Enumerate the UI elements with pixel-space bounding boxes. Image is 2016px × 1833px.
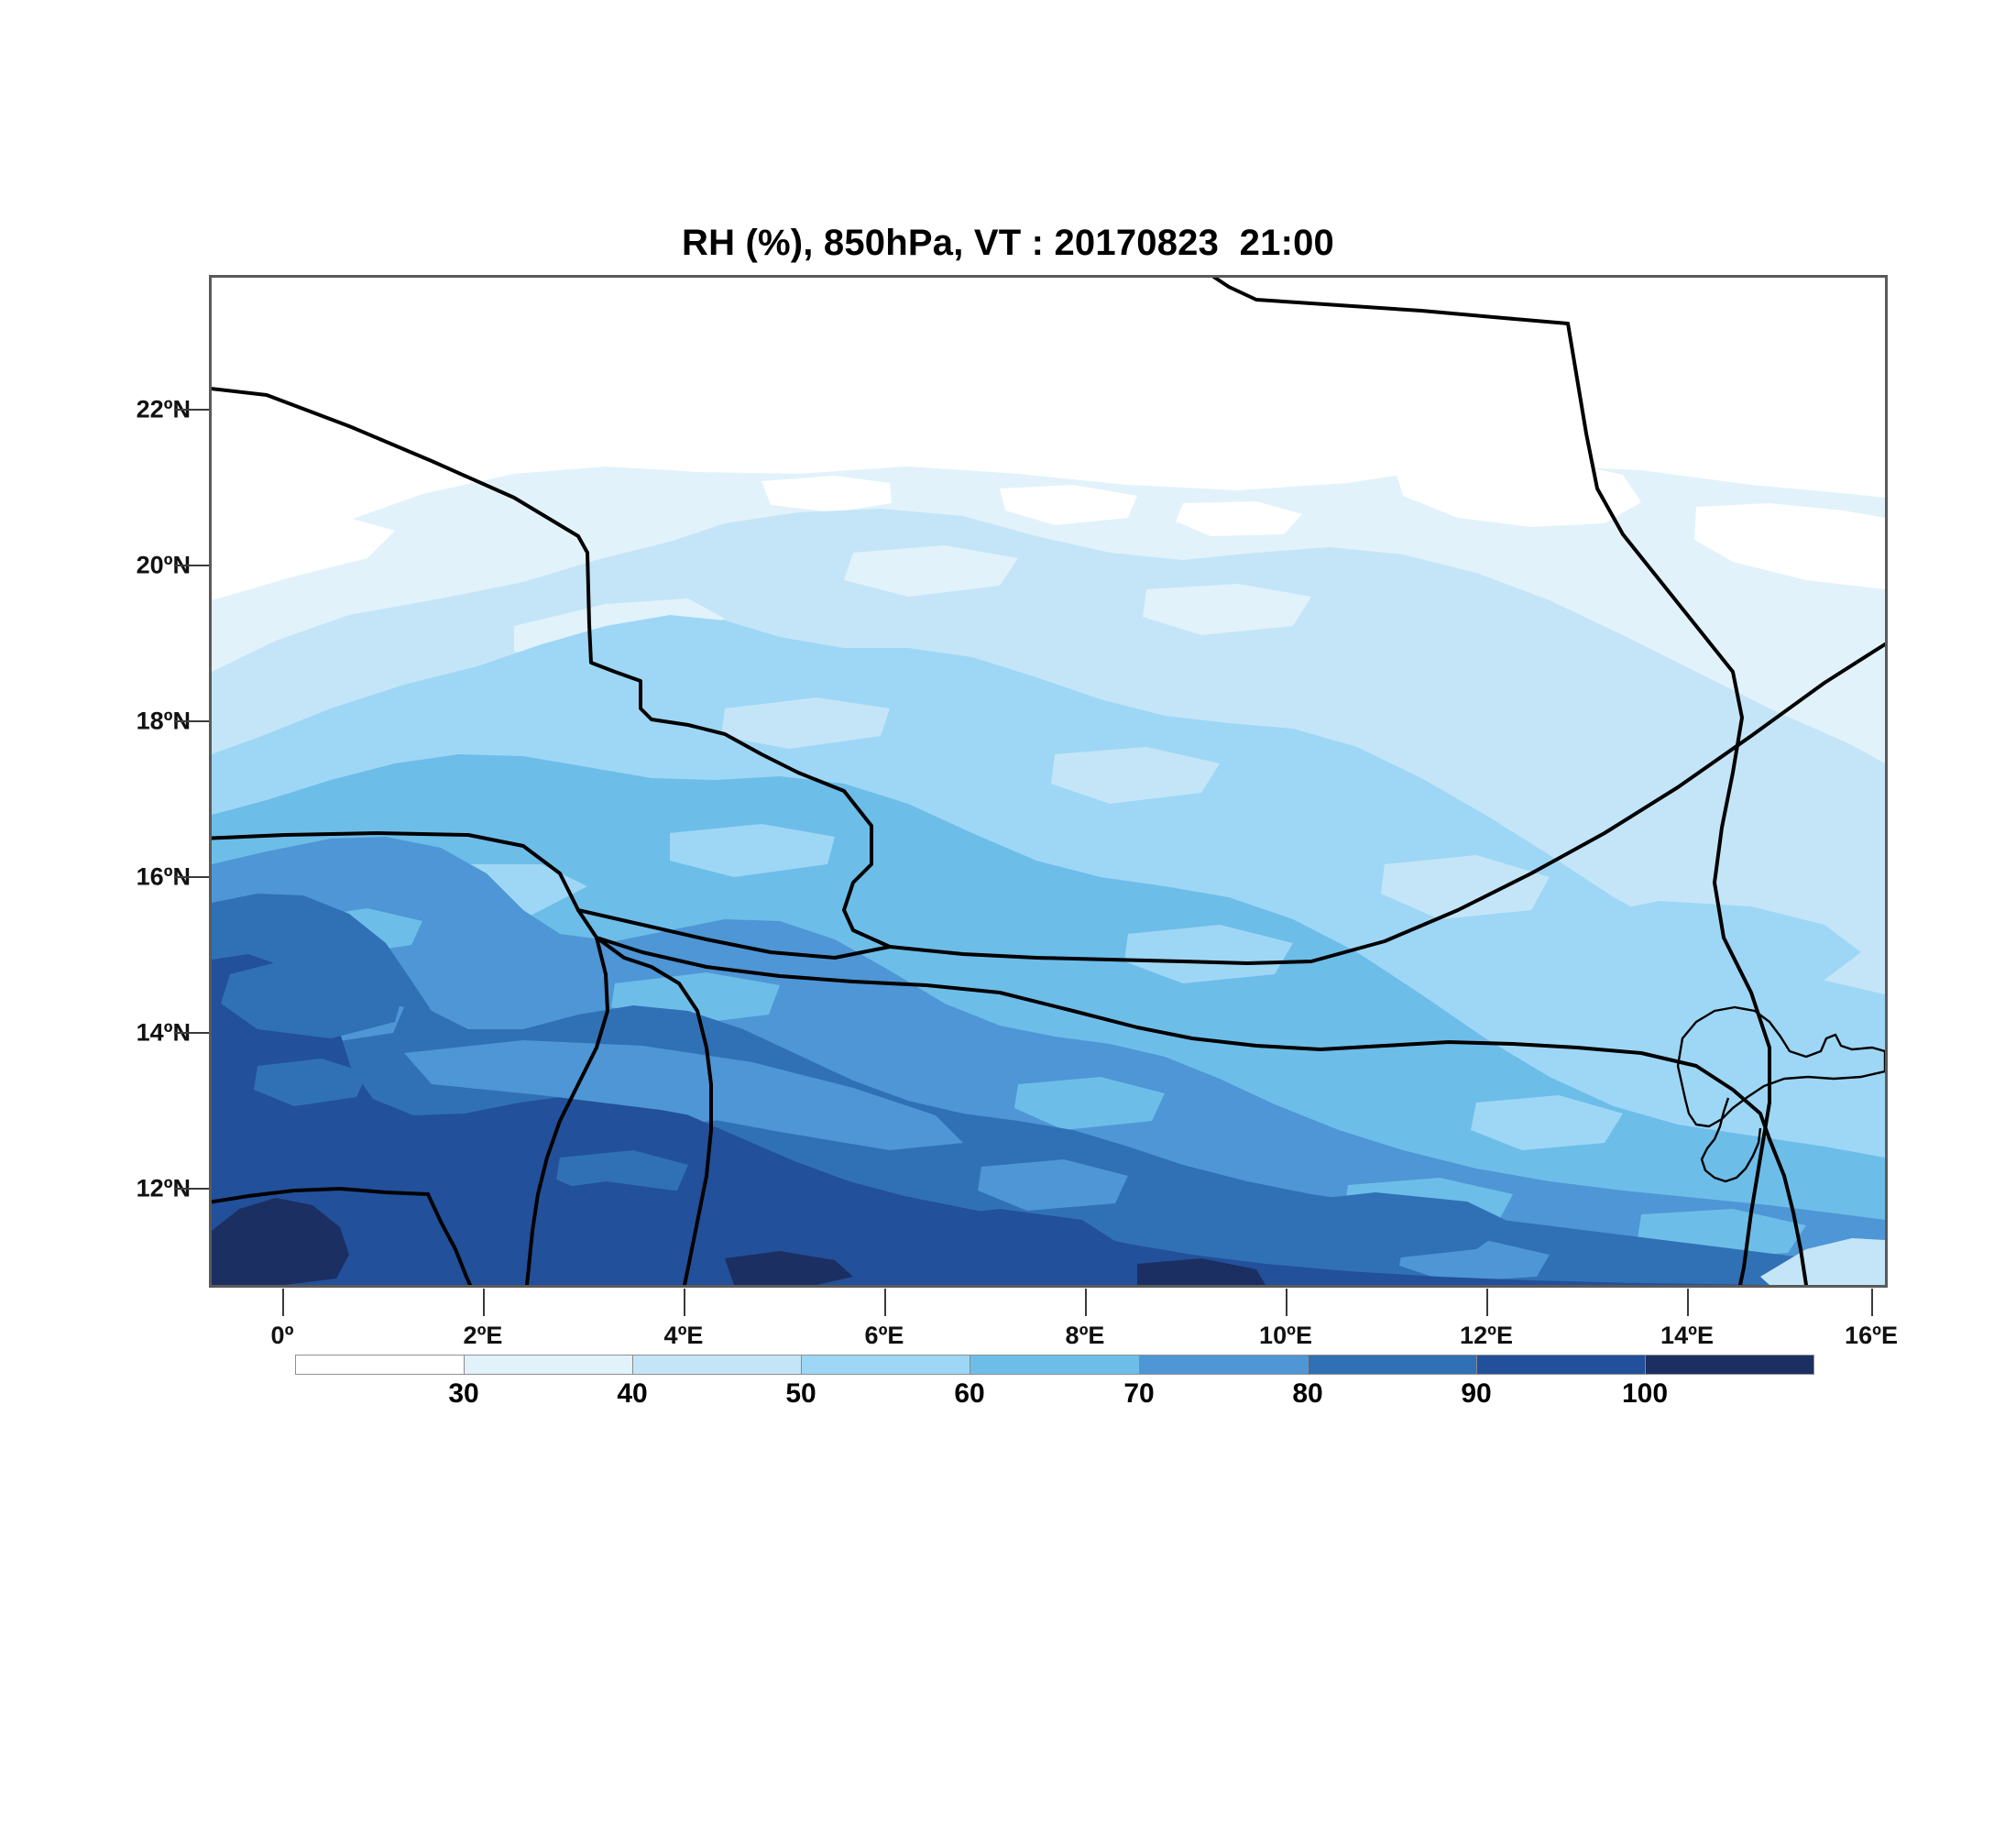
blob-lake-chad-light (1760, 1238, 1885, 1285)
colorbar-tick-60: 60 (954, 1378, 985, 1409)
border-cameroon (1768, 1137, 1808, 1285)
border-algeria-mali-niger (212, 387, 892, 949)
colorbar-tick-80: 80 (1292, 1378, 1323, 1409)
xtick-label-0: 0º (270, 1322, 294, 1349)
band80-hole-3 (978, 1159, 1128, 1211)
contour-band-100-plus-1 (212, 1198, 349, 1285)
border-togo-ghana (212, 1187, 430, 1204)
xtick-label-10E: 10ºE (1259, 1322, 1312, 1349)
ytick-line-18N (174, 720, 209, 722)
xtick-line-2E (483, 1289, 485, 1316)
colorbar-segment-lt30 (296, 1356, 465, 1374)
colorbar-segment-gt100 (1644, 1356, 1813, 1374)
blob-se-deep (1275, 1192, 1513, 1260)
colorbar-segment-90-100 (1475, 1356, 1645, 1374)
band90-hole-1 (254, 1059, 367, 1106)
xtick-label-4E: 4ºE (663, 1322, 704, 1349)
dry-pocket-ne-2 (1694, 503, 1885, 589)
mid-hole-2 (721, 697, 890, 749)
border-nigeria-north (576, 908, 892, 960)
xtick-label-12E: 12ºE (1460, 1322, 1513, 1349)
dry-pocket-n-2 (1000, 485, 1137, 525)
colorbar-segment-70-80 (1138, 1356, 1308, 1374)
colorbar-segment-40-50 (632, 1356, 802, 1374)
xtick-line-12E (1486, 1289, 1488, 1316)
xtick-label-16E: 16ºE (1845, 1322, 1898, 1349)
rh-contour-map (212, 278, 1885, 1285)
contour-band-100-plus-3 (1137, 1258, 1265, 1285)
band70-hole-3 (1014, 1077, 1165, 1130)
blob-sc-deep (908, 1209, 1119, 1279)
map-plot-area[interactable] (209, 275, 1888, 1288)
colorbar[interactable] (295, 1355, 1814, 1375)
xtick-line-14E (1687, 1289, 1689, 1316)
colorbar-segment-30-40 (464, 1356, 633, 1374)
colorbar-segment-80-90 (1307, 1356, 1476, 1374)
pale-hole-3 (1143, 584, 1311, 635)
colorbar-tick-50: 50 (785, 1378, 816, 1409)
border-libya (1211, 278, 1570, 325)
dry-pocket-n-1 (761, 476, 892, 512)
band60-hole-2 (670, 824, 835, 877)
lake-chad-outline (1676, 1005, 1885, 1183)
colorbar-segment-60-70 (970, 1356, 1139, 1374)
colorbar-segment-50-60 (801, 1356, 970, 1374)
xtick-line-6E (884, 1289, 886, 1316)
xtick-line-8E (1085, 1289, 1087, 1316)
ytick-line-16N (174, 876, 209, 878)
page-title: RH (%), 850hPa, VT : 20170823 21:00 (681, 223, 1334, 263)
colorbar-tick-30: 30 (448, 1378, 479, 1409)
colorbar-tick-40: 40 (617, 1378, 648, 1409)
ytick-line-22N (174, 409, 209, 411)
pale-hole-2 (844, 545, 1018, 597)
colorbar-tick-70: 70 (1123, 1378, 1155, 1409)
ytick-line-14N (174, 1032, 209, 1034)
border-chad-sudan (1566, 322, 1771, 1285)
dry-pocket-nw-1 (212, 518, 395, 600)
xtick-line-16E (1871, 1289, 1873, 1316)
mid-hole-3 (1051, 747, 1220, 804)
blob-mid-band (404, 1040, 963, 1150)
mid-hole-4 (1381, 855, 1550, 919)
border-burkina-niger (212, 831, 713, 1285)
contour-band-100-plus-2 (725, 1251, 853, 1285)
xtick-label-6E: 6ºE (864, 1322, 904, 1349)
band60-hole-4 (1471, 1095, 1623, 1150)
ytick-line-12N (174, 1188, 209, 1190)
dry-pocket-ne-1 (1394, 459, 1641, 527)
xtick-line-10E (1286, 1289, 1287, 1316)
blob-ne-lighter (1568, 901, 1861, 989)
ytick-line-20N (174, 565, 209, 566)
colorbar-tick-100: 100 (1621, 1378, 1669, 1409)
dry-pocket-n-3 (1176, 501, 1302, 536)
xtick-label-14E: 14ºE (1660, 1322, 1714, 1349)
blob-sw-deep (514, 1181, 725, 1258)
xtick-line-4E (684, 1289, 685, 1316)
border-benin-togo (426, 1192, 472, 1285)
band60-hole-3 (1124, 925, 1293, 983)
colorbar-tick-90: 90 (1461, 1378, 1492, 1409)
xtick-label-8E: 8ºE (1065, 1322, 1105, 1349)
xtick-line-0 (282, 1289, 284, 1316)
blob-nw-deep (221, 958, 404, 1038)
xtick-label-2E: 2ºE (463, 1322, 503, 1349)
border-nigeria-benin (525, 936, 609, 1285)
border-niger-chad (888, 642, 1885, 965)
